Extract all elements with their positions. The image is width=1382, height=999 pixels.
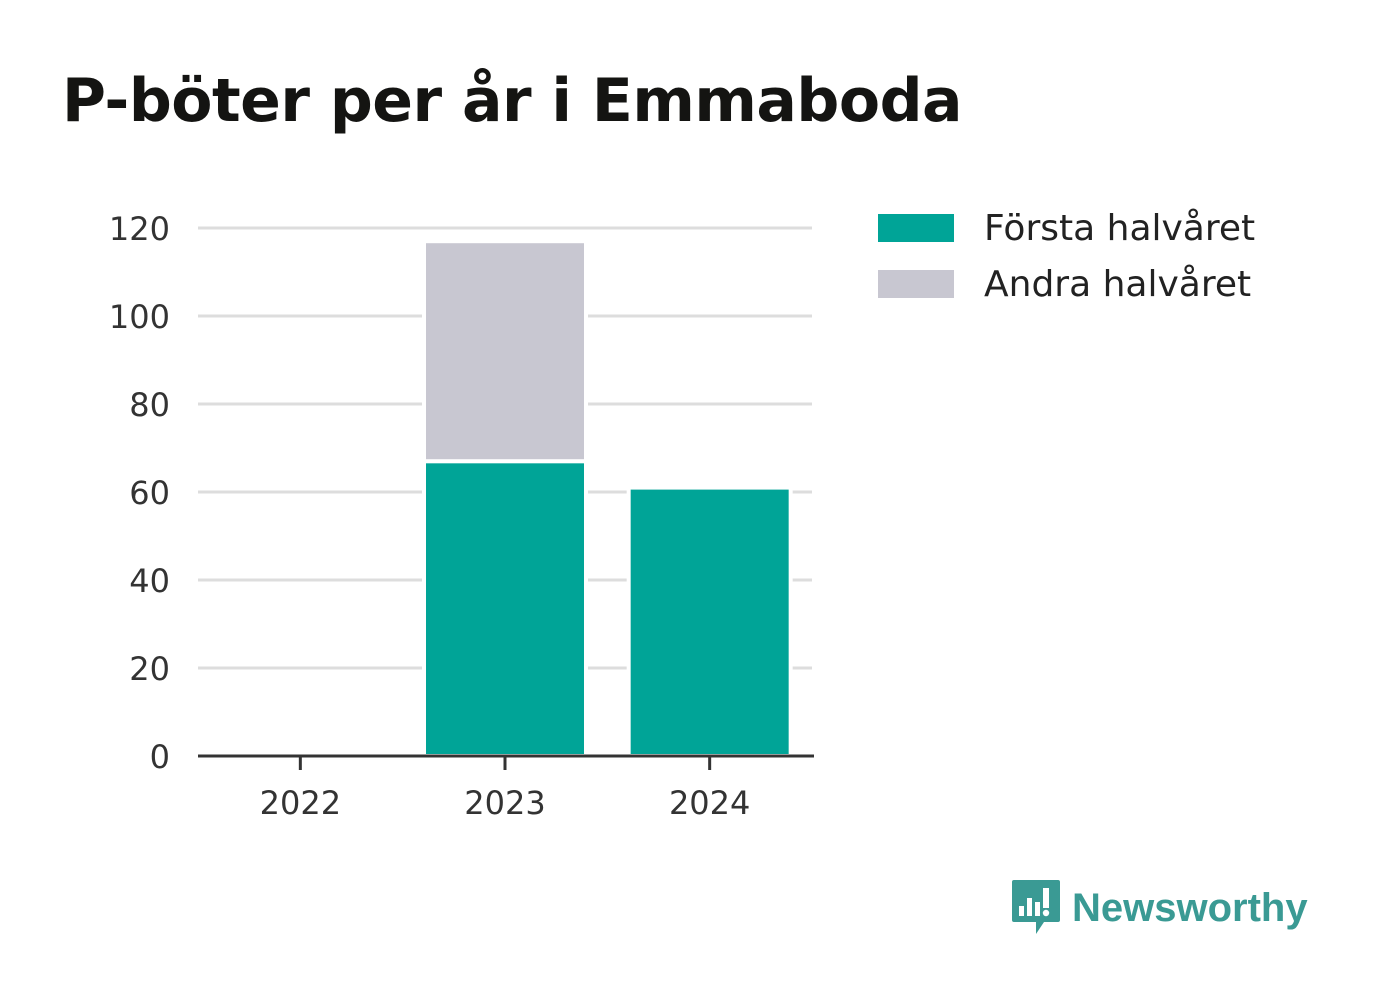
legend-swatch-second-half bbox=[878, 270, 954, 298]
bar-2023-series-1 bbox=[422, 239, 588, 464]
legend-item-second-half: Andra halvåret bbox=[878, 256, 1255, 312]
legend-swatch-first-half bbox=[878, 214, 954, 242]
legend-label-second-half: Andra halvåret bbox=[984, 263, 1252, 305]
y-tick-label-80: 80 bbox=[129, 386, 170, 424]
axes: 0 20 40 60 80 100 120 2022 2023 2024 bbox=[109, 210, 814, 822]
chart-title: P-böter per år i Emmaboda bbox=[62, 66, 963, 136]
x-tick-label-2022: 2022 bbox=[260, 784, 341, 822]
bars bbox=[422, 239, 793, 758]
newsworthy-logo-icon bbox=[1012, 880, 1060, 934]
legend-item-first-half: Första halvåret bbox=[878, 200, 1255, 256]
y-tick-label-100: 100 bbox=[109, 298, 170, 336]
brand-name: Newsworthy bbox=[1072, 885, 1308, 930]
y-tick-label-0: 0 bbox=[150, 738, 170, 776]
y-tick-label-120: 120 bbox=[109, 210, 170, 248]
y-tick-label-40: 40 bbox=[129, 562, 170, 600]
x-tick-label-2023: 2023 bbox=[464, 784, 545, 822]
x-tick-label-2024: 2024 bbox=[669, 784, 750, 822]
legend-label-first-half: Första halvåret bbox=[984, 207, 1256, 249]
bar-2023-series-0 bbox=[422, 459, 588, 758]
legend: Första halvåret Andra halvåret bbox=[878, 200, 1255, 312]
y-tick-label-20: 20 bbox=[129, 650, 170, 688]
y-tick-label-60: 60 bbox=[129, 474, 170, 512]
bar-2024-series-0 bbox=[626, 485, 793, 758]
brand-logo: Newsworthy bbox=[1010, 878, 1308, 938]
